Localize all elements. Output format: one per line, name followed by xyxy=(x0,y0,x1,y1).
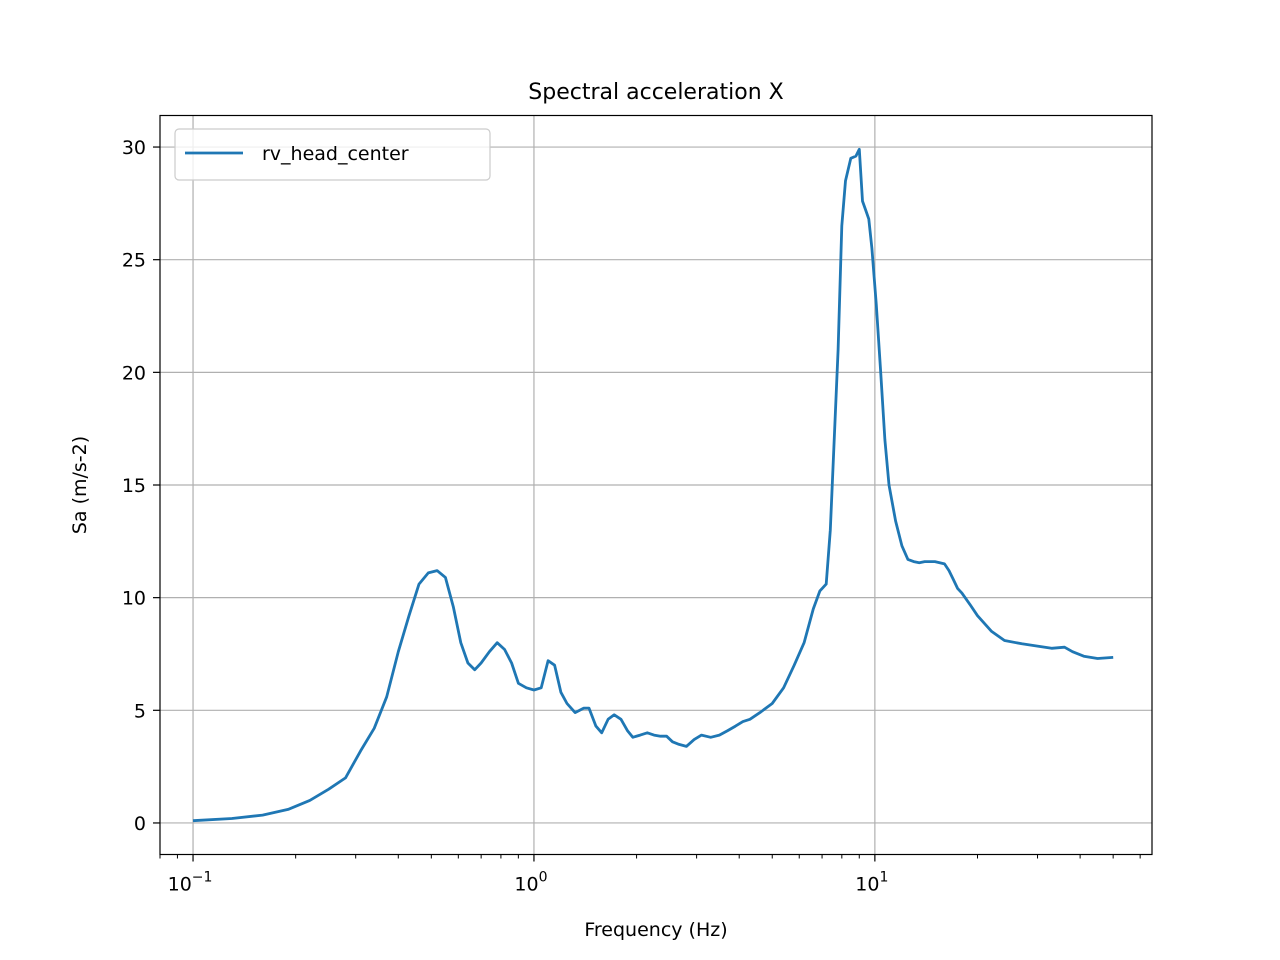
series-layer xyxy=(192,147,1114,823)
x-tick-label: 10−1 xyxy=(168,870,213,896)
legend-box xyxy=(174,128,491,181)
legend: rv_head_center xyxy=(174,128,491,181)
x-tick-label: 101 xyxy=(855,870,888,896)
grid-lines xyxy=(160,115,1152,855)
legend-label: rv_head_center xyxy=(262,143,409,165)
y-tick-label: 20 xyxy=(122,362,146,384)
plot-frame xyxy=(159,114,1153,856)
axis-ticks: 10−1 100 101 0 5 10 15 20 25 30 xyxy=(122,137,1141,896)
series-line-rv_head_center xyxy=(192,147,1114,823)
chart-title: Spectral acceleration X xyxy=(528,80,783,105)
y-tick-label: 0 xyxy=(134,813,146,835)
x-axis-label: Frequency (Hz) xyxy=(584,919,727,941)
y-tick-label: 5 xyxy=(134,700,146,722)
x-tick-label: 100 xyxy=(514,870,547,896)
y-tick-label: 10 xyxy=(122,588,146,610)
y-axis-label: Sa (m/s-2) xyxy=(69,436,91,534)
y-tick-label: 15 xyxy=(122,475,146,497)
y-tick-label: 25 xyxy=(122,250,146,272)
y-tick-label: 30 xyxy=(122,137,146,159)
